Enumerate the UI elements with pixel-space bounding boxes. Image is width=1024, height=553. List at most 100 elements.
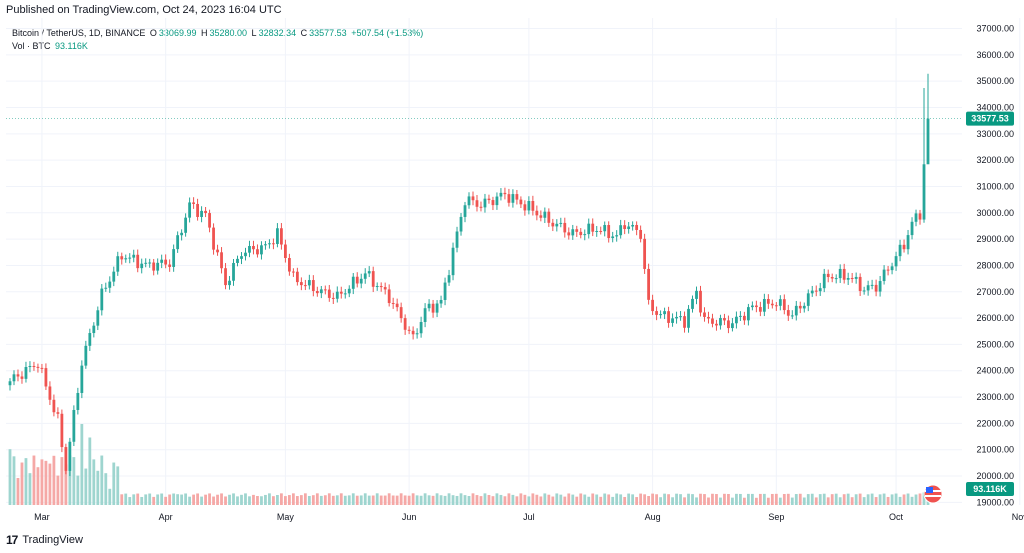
- y-tick-label: 23000.00: [976, 392, 1014, 402]
- volume-bar: [399, 493, 403, 505]
- volume-bar: [627, 493, 631, 505]
- volume-bar: [88, 437, 92, 505]
- volume-bar: [236, 496, 239, 505]
- volume-bar: [659, 497, 662, 505]
- volume-bar: [515, 496, 519, 505]
- volume-bar: [475, 495, 479, 505]
- price-axis[interactable]: 19000.00 20000.00 21000.00 22000.00 23000.00…: [976, 24, 1014, 508]
- volume-bar: [451, 495, 455, 505]
- candle-body: [519, 199, 523, 205]
- volume-bar: [467, 496, 471, 505]
- candle-body: [32, 366, 36, 368]
- candle-body: [212, 227, 215, 250]
- candle-body: [64, 447, 68, 471]
- candle-body: [715, 323, 718, 326]
- volume-bar: [276, 494, 279, 505]
- candle-body: [232, 262, 235, 281]
- x-tick-label: Jun: [402, 512, 417, 522]
- candle-body: [447, 275, 451, 283]
- candle-body: [487, 198, 491, 201]
- candle-body: [567, 232, 571, 236]
- volume-bar: [471, 493, 475, 505]
- volume-bar: [272, 496, 275, 505]
- low-label: L: [251, 28, 257, 38]
- volume-bar: [826, 497, 830, 505]
- candle-body: [798, 305, 802, 309]
- volume-bar: [224, 496, 227, 505]
- candle-body: [543, 211, 547, 218]
- candle-body: [331, 297, 335, 299]
- volume-bar: [559, 494, 563, 505]
- volume-bar: [739, 493, 742, 505]
- candle-body: [627, 226, 631, 230]
- volume-bar: [160, 493, 164, 505]
- time-axis[interactable]: Mar Apr May Jun Jul Aug Sep Oct Nov: [34, 512, 1024, 522]
- candle-body: [383, 287, 387, 290]
- volume-bar: [200, 496, 203, 505]
- volume-bar: [459, 493, 463, 505]
- candle-body: [72, 409, 76, 442]
- y-tick-label: 29000.00: [976, 234, 1014, 244]
- us-flag-canton: [926, 487, 933, 493]
- candle-body: [168, 264, 172, 267]
- volume-bar: [902, 494, 906, 505]
- candle-body: [850, 278, 854, 280]
- volume-bar: [339, 493, 343, 505]
- volume-bar: [327, 493, 331, 505]
- volume-bar: [268, 493, 271, 505]
- volume-bar: [252, 494, 255, 505]
- volume-bar: [591, 493, 595, 505]
- candle-body: [511, 194, 515, 203]
- volume-bar: [407, 495, 411, 505]
- candle-body: [96, 310, 100, 326]
- price-legend-row: Bitcoin / TetherUS, 1D, BINANCE O 33069.9…: [12, 27, 425, 40]
- price-chart[interactable]: 33577.53 93.116K 19000.00 20000.00 21000.00…: [0, 0, 1024, 530]
- candle-body: [615, 235, 619, 237]
- volume-bar: [691, 494, 694, 505]
- volume-bar: [391, 495, 395, 505]
- candle-body: [842, 268, 846, 280]
- candle-body: [591, 223, 595, 232]
- volume-bar: [164, 496, 168, 505]
- volume-bar: [411, 493, 415, 505]
- close-value: 33577.53: [309, 28, 347, 38]
- candle-body: [571, 229, 575, 236]
- candle-body: [132, 254, 136, 258]
- candle-body: [335, 291, 339, 299]
- volume-bar: [180, 494, 184, 505]
- volume-bar: [419, 495, 423, 505]
- volume-bar: [615, 493, 619, 505]
- volume-bar: [754, 497, 758, 505]
- y-tick-label: 32000.00: [976, 155, 1014, 165]
- volume-bar: [906, 493, 910, 505]
- candle-body: [395, 303, 399, 308]
- candle-body: [527, 201, 531, 211]
- volume-bar: [303, 493, 307, 505]
- candle-body: [303, 285, 307, 287]
- candle-body: [443, 282, 447, 300]
- volume-bar: [687, 493, 690, 505]
- volume-bar: [778, 497, 782, 505]
- open-value: 33069.99: [158, 28, 197, 38]
- volume-bar: [68, 455, 72, 505]
- candle-body: [160, 259, 164, 263]
- volume-bar: [104, 473, 108, 505]
- candle-body: [679, 316, 682, 318]
- candle-body: [806, 293, 810, 306]
- candle-body: [48, 386, 52, 400]
- candle-body: [391, 303, 395, 305]
- volume-bar: [108, 488, 112, 505]
- candle-body: [80, 365, 84, 393]
- volume-bar: [100, 455, 104, 505]
- candle-body: [268, 243, 271, 245]
- candle-body: [683, 316, 686, 328]
- volume-bar: [770, 493, 774, 505]
- volume-bar: [587, 496, 591, 505]
- candle-body: [603, 225, 607, 232]
- volume-bar: [870, 493, 874, 505]
- volume-bar: [347, 495, 351, 505]
- volume-bar: [172, 493, 176, 505]
- candle-body: [204, 210, 207, 214]
- volume-bar: [204, 494, 207, 505]
- low-value: 32832.34: [258, 28, 297, 38]
